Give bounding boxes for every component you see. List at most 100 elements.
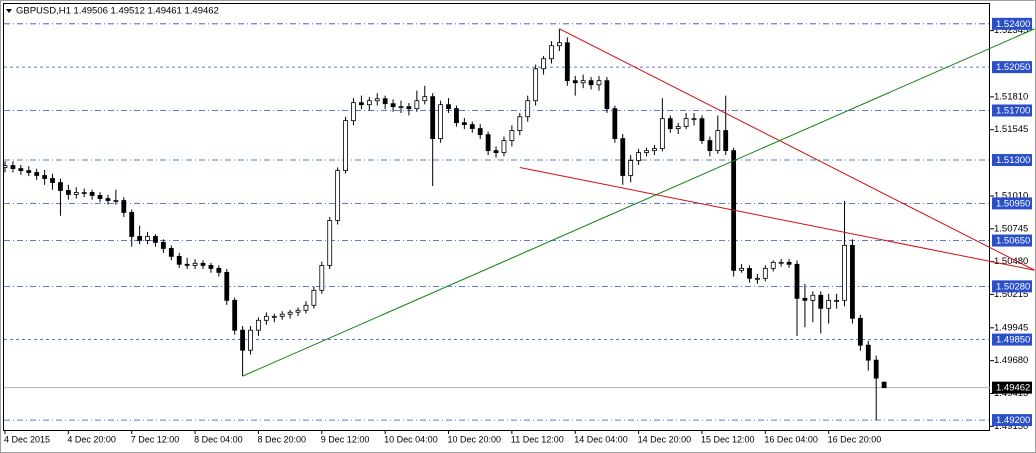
candle-body: [517, 116, 523, 131]
candle-body: [232, 299, 238, 331]
candle-body: [604, 80, 610, 110]
candle-body: [683, 118, 689, 127]
candle-body: [374, 98, 380, 102]
candle-body: [176, 255, 182, 265]
candle-body: [137, 236, 143, 241]
candle-body: [461, 122, 467, 126]
candle-body: [857, 317, 863, 346]
candle-body: [755, 277, 760, 280]
candle-body: [358, 102, 364, 106]
candle-body: [818, 294, 824, 309]
level-price-label: 1.51700: [996, 106, 1030, 117]
candle-body: [557, 42, 562, 47]
candle-body: [541, 58, 546, 70]
candle-body: [145, 236, 150, 241]
x-tick-label: 10 Dec 20:00: [448, 434, 502, 444]
candle-body: [834, 299, 839, 302]
candle-body: [168, 248, 174, 257]
x-tick-label: 14 Dec 04:00: [574, 434, 628, 444]
trendline: [559, 28, 1035, 271]
candle-body: [580, 80, 586, 84]
x-tick-label: 4 Dec 2015: [4, 434, 50, 444]
candle-body: [406, 106, 412, 110]
x-tick-label: 16 Dec 04:00: [764, 434, 818, 444]
y-tick-label: 1.50745: [994, 223, 1028, 234]
candle-body: [42, 175, 47, 179]
plot-area: [3, 3, 990, 431]
candle-body: [34, 172, 40, 176]
x-tick-label: 11 Dec 12:00: [511, 434, 564, 444]
candle-body: [493, 150, 499, 154]
y-tick-label: 1.49680: [994, 355, 1028, 366]
level-price-box: [992, 17, 1032, 30]
candle-body: [279, 313, 285, 317]
candle-body: [802, 297, 808, 301]
candle-body: [129, 212, 135, 237]
candle-body: [636, 152, 641, 161]
candle-body: [723, 130, 729, 152]
level-price-box: [992, 104, 1032, 117]
candle-body: [612, 108, 618, 140]
candle-body: [525, 100, 531, 118]
level-price-label: 1.52050: [996, 62, 1030, 73]
candle-body: [596, 80, 602, 86]
candle-body: [469, 124, 475, 129]
candle-body: [256, 319, 261, 331]
candle-body: [65, 190, 71, 195]
level-price-label: 1.52400: [996, 19, 1030, 30]
current-price-box: [992, 381, 1032, 394]
candle-body: [446, 104, 451, 110]
candle-body: [263, 315, 269, 321]
candle-body: [335, 170, 341, 221]
candle-body: [366, 100, 372, 106]
candle-body: [438, 104, 444, 140]
candle-body: [826, 299, 832, 309]
candle-body: [549, 45, 554, 60]
candle-body: [287, 311, 293, 315]
candle-body: [327, 220, 333, 266]
y-tick-label: 1.49945: [994, 322, 1028, 333]
trendline: [519, 166, 1035, 271]
y-tick-label: 1.51810: [994, 91, 1028, 102]
candle-body: [113, 200, 119, 202]
candle-body: [770, 261, 776, 269]
candle-body: [533, 68, 539, 102]
candle-body: [224, 271, 230, 301]
candle-body: [699, 118, 705, 141]
y-tick-label: 1.51010: [994, 190, 1028, 201]
level-price-box: [992, 154, 1032, 167]
y-tick-label: 1.49150: [994, 421, 1028, 432]
candle-body: [675, 126, 681, 129]
candle-body: [786, 261, 792, 265]
candle-body: [271, 315, 277, 318]
candle-body: [454, 108, 459, 124]
candle-body: [382, 98, 388, 105]
candle-body: [240, 329, 246, 351]
candle-body: [667, 118, 673, 129]
y-tick-label: 1.51545: [994, 124, 1028, 135]
candle-body: [97, 195, 103, 199]
candle-body: [509, 130, 515, 141]
candle-body: [739, 267, 744, 271]
candle-body: [398, 106, 404, 109]
x-tick-label: 9 Dec 12:00: [321, 434, 370, 444]
menu-arrow: [6, 9, 12, 13]
candle-body: [343, 120, 348, 171]
candle-body: [248, 329, 253, 351]
x-tick-label: 7 Dec 12:00: [131, 434, 180, 444]
x-tick-label: 16 Dec 20:00: [828, 434, 882, 444]
level-price-label: 1.51300: [996, 155, 1030, 166]
candle-body: [691, 118, 697, 121]
candle-body: [572, 80, 578, 84]
candle-body: [810, 294, 816, 301]
level-price-box: [992, 234, 1032, 247]
level-price-box: [992, 61, 1032, 74]
candle-body: [850, 244, 855, 319]
candle-body: [707, 140, 713, 152]
level-price-box: [992, 414, 1032, 427]
candle-body: [422, 96, 428, 102]
candle-body: [105, 198, 111, 201]
x-tick-label: 8 Dec 20:00: [257, 434, 306, 444]
candle-body: [319, 265, 325, 291]
candle-body: [89, 192, 95, 196]
